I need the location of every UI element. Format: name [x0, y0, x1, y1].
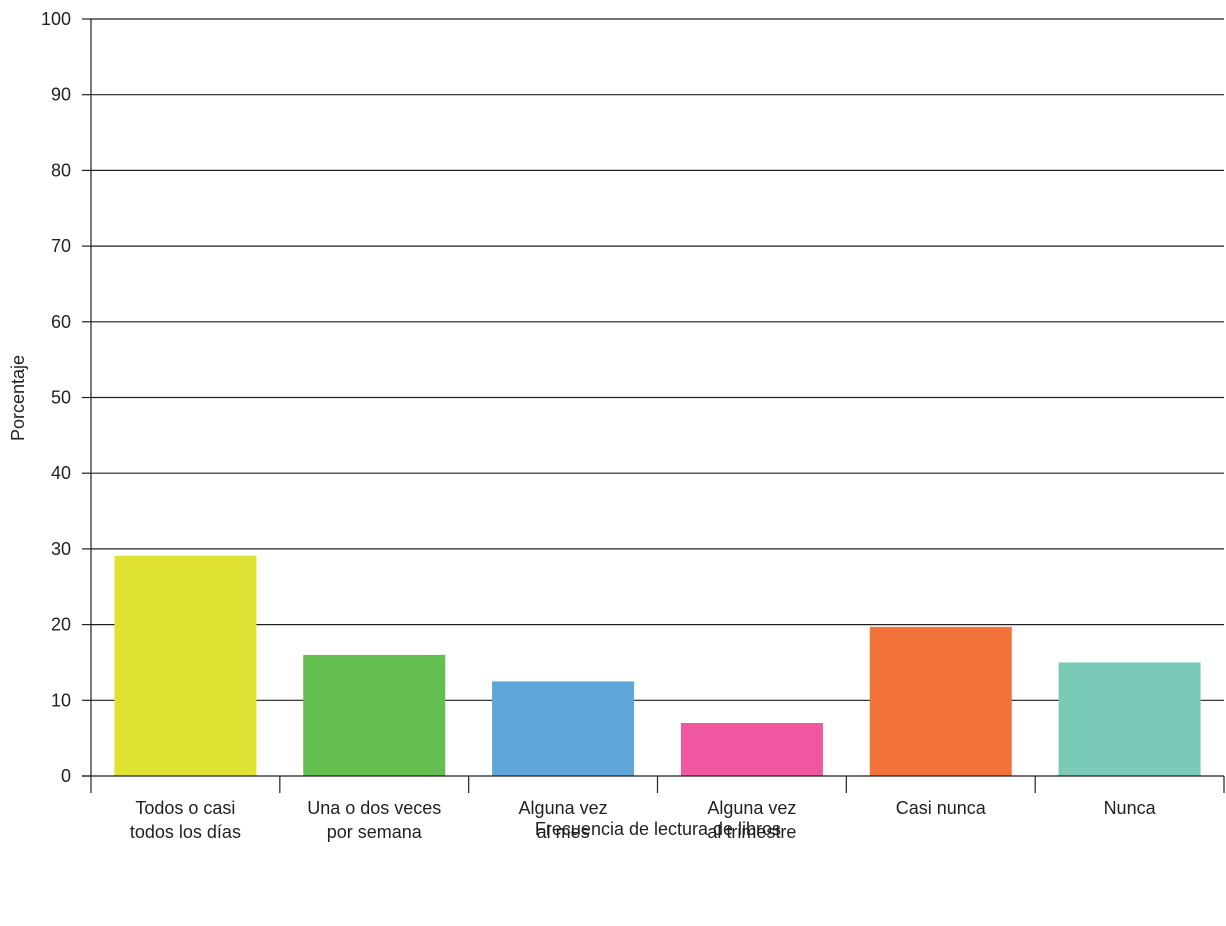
- x-category-label: Todos o casi todos los días: [130, 798, 241, 842]
- x-category-label: Alguna vez al mes: [519, 798, 608, 842]
- bar: [492, 681, 635, 776]
- x-category-label: Una o dos veces por semana: [307, 798, 441, 842]
- bar: [869, 626, 1012, 776]
- x-category-label: Casi nunca: [896, 798, 987, 818]
- y-tick-label: 70: [51, 236, 71, 256]
- grid-lines: [91, 18, 1224, 701]
- y-tick-labels: 0 10 20 30 40 50 60 70 80 90 100: [41, 9, 91, 786]
- y-tick-label: 10: [51, 690, 71, 710]
- y-tick-label: 50: [51, 388, 71, 408]
- y-tick-label: 60: [51, 312, 71, 332]
- y-tick-label: 40: [51, 463, 71, 483]
- bar: [680, 723, 823, 776]
- y-tick-label: 0: [61, 766, 71, 786]
- x-category-labels: Todos o casi todos los días Una o dos vece…: [130, 798, 1157, 842]
- y-tick-label: 20: [51, 615, 71, 635]
- y-tick-label: 100: [41, 9, 71, 29]
- y-tick-label: 80: [51, 160, 71, 180]
- bar: [1058, 662, 1201, 776]
- bars: [114, 555, 1201, 776]
- y-axis-title: Porcentaje: [8, 355, 28, 441]
- x-category-label: Alguna vez al trimestre: [707, 798, 796, 842]
- x-category-label: Nunca: [1104, 798, 1157, 818]
- y-tick-label: 90: [51, 85, 71, 105]
- bar: [114, 555, 257, 776]
- x-axis-title: Frecuencia de lectura de libros: [535, 819, 781, 839]
- y-tick-label: 30: [51, 539, 71, 559]
- bar: [303, 654, 446, 776]
